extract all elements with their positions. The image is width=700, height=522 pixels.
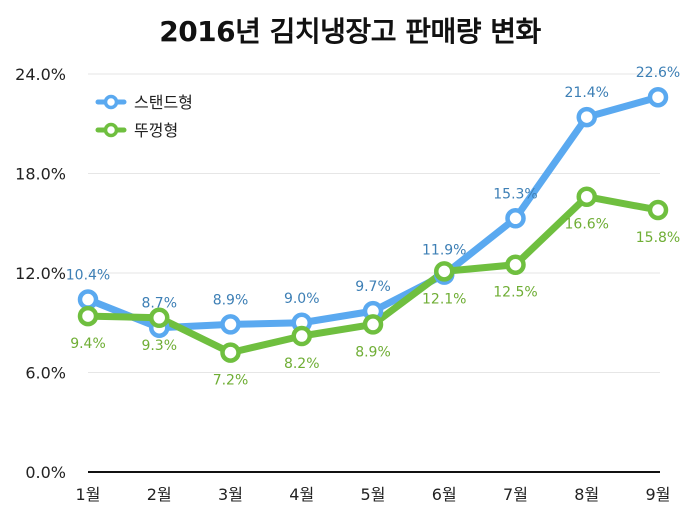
series-2-point bbox=[434, 261, 455, 282]
x-tick-label: 5월 bbox=[361, 485, 386, 504]
y-tick-label: 24.0% bbox=[15, 65, 66, 84]
series-1-point bbox=[576, 106, 597, 128]
x-tick-label: 2월 bbox=[147, 485, 172, 504]
data-label-series-1: 9.0% bbox=[284, 291, 320, 307]
data-label-series-1: 8.7% bbox=[141, 296, 177, 312]
chart-title: 2016년 김치냉장고 판매량 변화 bbox=[159, 15, 541, 48]
series-2-point bbox=[362, 314, 384, 335]
x-tick-label: 4월 bbox=[289, 485, 314, 504]
data-label-series-1: 9.7% bbox=[355, 279, 391, 295]
data-label-series-2: 8.9% bbox=[355, 344, 391, 360]
x-tick-label: 6월 bbox=[432, 485, 457, 504]
series-2-point bbox=[505, 254, 526, 275]
data-label-series-2: 12.1% bbox=[422, 291, 466, 307]
y-tick-label: 6.0% bbox=[25, 364, 66, 383]
x-tick-label: 3월 bbox=[218, 485, 243, 504]
data-label-series-2: 15.8% bbox=[636, 230, 680, 246]
y-tick-label: 18.0% bbox=[15, 165, 66, 184]
series-2-point bbox=[220, 342, 241, 363]
legend-label: 스탠드형 bbox=[134, 93, 193, 112]
data-label-series-2: 9.4% bbox=[70, 336, 106, 352]
y-tick-label: 12.0% bbox=[15, 264, 66, 283]
data-label-series-1: 21.4% bbox=[565, 85, 609, 101]
data-label-series-2: 16.6% bbox=[565, 217, 609, 233]
data-label-series-1: 22.6% bbox=[636, 65, 680, 81]
y-tick-label: 0.0% bbox=[25, 463, 66, 482]
data-label-series-1: 15.3% bbox=[493, 186, 537, 202]
series-2-point bbox=[77, 305, 99, 327]
data-label-series-1: 8.9% bbox=[213, 292, 249, 308]
legend-label: 뚜껑형 bbox=[134, 121, 178, 140]
axis-layer: 0.0% 6.0% 12.0% 18.0% 24.0% 1월 2월 3월 4월 5월 6월 7월 8월 9… bbox=[15, 65, 670, 504]
grid-layer bbox=[88, 73, 660, 373]
data-label-series-2: 9.3% bbox=[141, 338, 177, 354]
data-label-series-2: 12.5% bbox=[493, 285, 537, 301]
legend-marker bbox=[103, 94, 119, 110]
data-label-series-2: 8.2% bbox=[284, 356, 320, 372]
x-tick-label: 8월 bbox=[574, 485, 599, 504]
data-label-series-1: 10.4% bbox=[66, 268, 110, 284]
series-1-point bbox=[220, 314, 241, 335]
series-2-point bbox=[647, 199, 669, 221]
series-1-point bbox=[505, 208, 526, 229]
series-1-point bbox=[647, 86, 669, 108]
x-tick-label: 1월 bbox=[76, 485, 101, 504]
data-label-layer: 10.4% 8.7% 8.9% 9.0% 9.7% 11.9% 15.3% 21.4% 22.6… bbox=[66, 65, 680, 388]
legend-marker bbox=[103, 122, 119, 138]
x-tick-label: 9월 bbox=[646, 485, 671, 504]
series-layer bbox=[77, 86, 669, 363]
series-2-point bbox=[291, 325, 312, 347]
series-2-point bbox=[149, 307, 170, 329]
series-1-point bbox=[77, 289, 99, 310]
series-2-point bbox=[576, 186, 597, 207]
data-label-series-1: 11.9% bbox=[422, 243, 466, 259]
x-tick-label: 7월 bbox=[503, 485, 528, 504]
data-label-series-2: 7.2% bbox=[213, 373, 249, 389]
